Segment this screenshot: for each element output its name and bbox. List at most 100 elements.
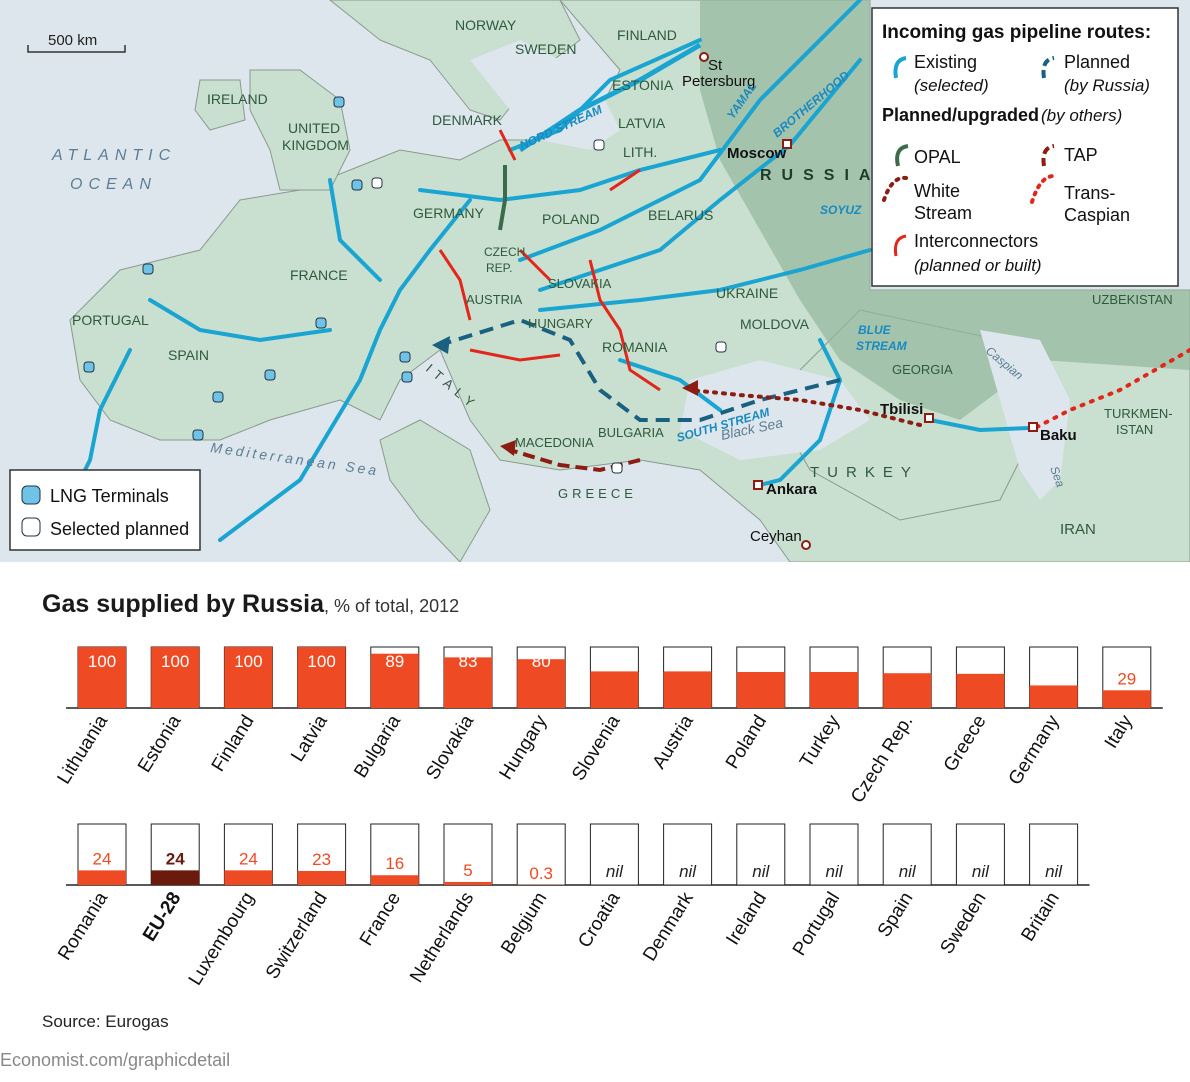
pipeline-label: SOYUZ	[820, 203, 862, 217]
category-label: Sweden	[936, 889, 990, 958]
bar	[370, 875, 419, 885]
category-label: Latvia	[287, 711, 332, 765]
planned-swatch	[1041, 56, 1055, 79]
bar	[517, 659, 566, 708]
bar	[444, 657, 492, 708]
interconnector-lines	[438, 129, 661, 392]
city-label: St	[708, 57, 723, 74]
lng-terminals	[83, 96, 413, 441]
legend-trans-caspian: Trans-	[1064, 183, 1115, 203]
bar	[1102, 690, 1151, 708]
pipeline-map: 500 km NORWAY SWEDEN FINLAND ESTONIA LAT…	[0, 0, 1190, 562]
opal-swatch	[895, 144, 909, 167]
pipeline-legend: Incoming gas pipeline routes: Existing (…	[871, 7, 1179, 287]
bar-value-label: 80	[532, 652, 551, 671]
scale-label: 500 km	[48, 32, 97, 49]
city-label: Ankara	[766, 481, 818, 498]
country-label: ISTAN	[1116, 422, 1153, 437]
sea-label: Sea	[1047, 464, 1068, 489]
bar-value-label: 59	[825, 652, 844, 671]
lng-legend-label: LNG Terminals	[50, 486, 169, 506]
lng-legend: LNG Terminals Selected planned	[9, 469, 201, 551]
bar-outline	[882, 823, 932, 886]
bar-value-label: 57	[898, 652, 917, 671]
bar-value-label: 100	[234, 652, 262, 671]
bar-value-label: 24	[93, 849, 112, 868]
country-label: KINGDOM	[282, 137, 349, 153]
bar-outline	[809, 823, 859, 886]
country-label: FINLAND	[617, 27, 677, 43]
category-label: Switzerland	[262, 889, 332, 983]
category-label: Poland	[722, 712, 771, 773]
category-label: Luxembourg	[185, 889, 259, 990]
country-label: LITH.	[623, 144, 657, 160]
bar	[444, 881, 492, 885]
bar-value-label: 89	[385, 652, 404, 671]
legend-tap: TAP	[1064, 145, 1098, 165]
category-label: Italy	[1101, 711, 1138, 752]
bar-outline	[663, 823, 713, 886]
gas-share-bar-chart: 100 Lithuania 100 Estonia 100 Finland 100 Latvi…	[54, 646, 1163, 990]
bar-value-label: 29	[1117, 669, 1136, 688]
city-label: Ceyhan	[750, 528, 802, 545]
legend-interconnectors: Interconnectors	[914, 231, 1038, 251]
tap-swatch	[1041, 144, 1055, 167]
bar	[297, 647, 346, 708]
bar-value-label: 24	[239, 849, 258, 868]
chart-title: Gas supplied by Russia, % of total, 2012	[42, 590, 459, 619]
country-label: UKRAINE	[716, 285, 778, 301]
country-label: ROMANIA	[602, 339, 668, 355]
credit-line: Economist.com/graphicdetail	[0, 1050, 231, 1070]
country-label: DENMARK	[432, 112, 503, 128]
category-label: Turkey	[796, 711, 844, 771]
country-label: GEORGIA	[892, 362, 953, 377]
category-label: France	[356, 889, 405, 950]
bar-value-label: 37	[1044, 652, 1063, 671]
category-label: Bulgaria	[350, 711, 405, 782]
country-label: UZBEKISTAN	[1092, 292, 1173, 307]
bar	[224, 870, 273, 885]
legend-opal: OPAL	[914, 147, 961, 167]
city-labels: St Petersburg Moscow Tbilisi Baku Ankara…	[682, 57, 1077, 545]
country-label: TURKEY	[810, 464, 919, 481]
country-label: PORTUGAL	[72, 312, 149, 328]
country-label: SLOVAKIA	[548, 276, 612, 291]
country-label: BELARUS	[648, 207, 713, 223]
city-markers	[699, 52, 1038, 550]
bar-value-label: nil	[899, 862, 917, 881]
bar	[1029, 685, 1078, 708]
country-label: AUSTRIA	[466, 292, 523, 307]
legend-existing-note: (selected)	[914, 76, 989, 95]
bar	[78, 870, 126, 885]
legend-interconnectors-note: (planned or built)	[914, 256, 1042, 275]
bar-value-label: 100	[307, 652, 335, 671]
bar	[297, 870, 346, 885]
legend-white-stream-2: Stream	[914, 203, 972, 223]
white-stream-line	[688, 388, 922, 427]
country-label: UNITED	[288, 120, 340, 136]
legend-others-note: (by others)	[1041, 106, 1122, 125]
bar-outline	[516, 823, 566, 886]
white-stream-arrowhead	[682, 380, 698, 396]
opal-line	[498, 165, 507, 231]
lng-planned-legend-label: Selected planned	[50, 519, 189, 539]
country-label: CZECH	[484, 245, 525, 259]
category-label: Portugal	[789, 889, 844, 960]
bar	[590, 671, 639, 708]
bar-value-label: nil	[679, 862, 697, 881]
category-label: Austria	[649, 711, 698, 773]
country-label: SPAIN	[168, 347, 209, 363]
bar-value-label: nil	[752, 862, 770, 881]
bar	[151, 870, 200, 885]
country-label: NORWAY	[455, 17, 517, 33]
legend-others-heading: Planned/upgraded	[882, 105, 1039, 125]
bar-value-label: 0.3	[529, 864, 553, 883]
category-label: Croatia	[574, 888, 624, 951]
bar-outline	[1029, 823, 1079, 886]
bar	[810, 672, 858, 708]
bar-value-label: nil	[606, 862, 624, 881]
country-labels: NORWAY SWEDEN FINLAND ESTONIA LATVIA LIT…	[72, 17, 1173, 538]
bar-outline	[955, 823, 1005, 886]
scale-bar	[27, 45, 126, 53]
lng-planned-swatch	[21, 517, 41, 537]
